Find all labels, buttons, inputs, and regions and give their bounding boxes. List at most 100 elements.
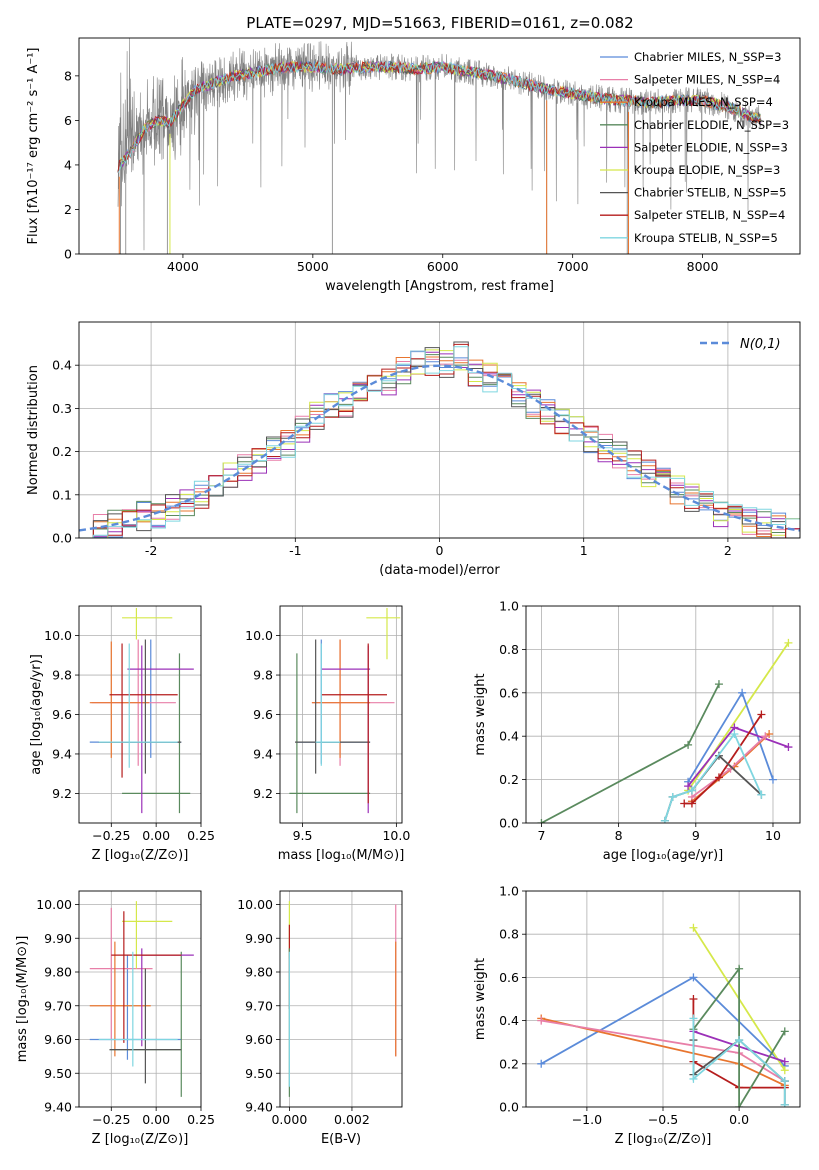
histogram-7 [79, 341, 800, 538]
error-cross [89, 941, 151, 1057]
x-tick-label: 0.000 [271, 1112, 307, 1127]
plot-area [280, 606, 402, 823]
error-cross [98, 643, 178, 768]
y-tick-label: 0.8 [499, 642, 519, 657]
error-cross [89, 641, 149, 758]
weight-marker [684, 740, 693, 749]
x-tick-label: 2 [724, 543, 732, 558]
weight-marker [689, 995, 698, 1003]
y-tick-label: 1.0 [499, 884, 519, 899]
error-cross [141, 948, 194, 1047]
model-spectrum-9 [117, 61, 761, 173]
normal-curve [79, 364, 800, 532]
weight-marker [689, 973, 698, 982]
error-cross [122, 901, 173, 969]
weight-marker [757, 790, 766, 799]
y-tick-label: 0.0 [499, 816, 519, 831]
x-tick-label: 9.5 [293, 828, 313, 843]
x-tick-label: 0.002 [334, 1112, 370, 1127]
x-axis-label: wavelength [Angstrom, rest frame] [325, 279, 554, 294]
chart-weight-vs-z: −1.0 −0.5 0.0 0.0 0.2 0.4 0.6 0.8 1.0 Z [log₁₀(Z/… [473, 884, 801, 1147]
plot-area [79, 322, 800, 538]
weight-marker [735, 964, 744, 973]
y-tick-label: 0.3 [52, 401, 72, 416]
legend-label: Chabrier STELIB, N_SSP=5 [634, 186, 786, 200]
y-tick-label: 10.0 [245, 628, 273, 643]
axes-frame [78, 890, 202, 1108]
legend-label: Chabrier MILES, N_SSP=3 [634, 50, 781, 64]
plot-area [79, 606, 201, 823]
y-tick-label: 0.2 [52, 444, 72, 459]
y-tick-label: 0.6 [499, 685, 519, 700]
weight-marker [537, 819, 546, 823]
axes-frame [525, 890, 801, 1108]
model-spectrum-8 [117, 60, 761, 173]
y-tick-label: 0.4 [52, 358, 72, 373]
y-tick-label: 9.80 [44, 965, 72, 980]
y-tick-label: 2 [64, 202, 72, 217]
weight-marker [537, 1016, 546, 1025]
error-cross [127, 645, 194, 814]
y-tick-label: 8 [64, 68, 72, 83]
y-tick-label: 9.40 [44, 1100, 72, 1115]
weight-marker [784, 638, 793, 647]
weight-line-8 [664, 754, 763, 822]
error-cross [289, 653, 371, 814]
x-tick-label: 0.00 [142, 828, 170, 843]
x-axis-label: (data-model)/error [379, 563, 500, 578]
y-tick-label: 9.50 [44, 1066, 72, 1081]
weight-marker [714, 773, 723, 782]
weight-marker [780, 1057, 789, 1066]
y-tick-label: 9.60 [245, 1032, 273, 1047]
legend: Chabrier MILES, N_SSP=3 Salpeter MILES, N… [600, 50, 789, 245]
plot-area [526, 606, 800, 823]
y-tick-label: 9.40 [245, 1100, 273, 1115]
chart-age-vs-mass: 9.5 10.0 9.2 9.4 9.6 9.8 10.0 mass [log₁₀(M/M⊙)… [245, 605, 410, 863]
y-tick-label: 9.70 [245, 998, 273, 1013]
error-cross [109, 643, 178, 778]
error-cross [111, 911, 182, 1043]
x-axis-label: E(B-V) [321, 1132, 361, 1147]
y-axis-label: mass weight [473, 958, 488, 1040]
x-tick-label: −0.5 [648, 1112, 678, 1127]
x-tick-label: −1.0 [572, 1112, 602, 1127]
legend-label: Chabrier ELODIE, N_SSP=3 [634, 118, 789, 132]
chart-age-vs-z: −0.25 0.00 0.25 9.2 9.4 9.6 9.8 10.0 Z [log₁₀(Z/… [29, 605, 215, 863]
x-tick-label: −0.25 [92, 828, 130, 843]
x-tick-label: 7000 [557, 259, 589, 274]
x-tick-label: 10.0 [382, 828, 410, 843]
x-tick-label: 5000 [297, 259, 329, 274]
y-axis-label: mass weight [473, 673, 488, 755]
y-tick-label: 0.1 [52, 487, 72, 502]
y-tick-label: 6 [64, 113, 72, 128]
plot-area [117, 38, 762, 254]
y-tick-label: 9.8 [253, 668, 273, 683]
x-tick-label: 1 [580, 543, 588, 558]
weight-marker [730, 730, 739, 739]
legend-label: Salpeter MILES, N_SSP=4 [634, 73, 780, 87]
weight-marker [738, 688, 747, 697]
y-tick-label: 9.2 [253, 786, 273, 801]
error-cross [311, 639, 371, 758]
error-cross [321, 645, 371, 814]
chart-mass-vs-z: −0.25 0.00 0.25 9.40 9.50 9.60 9.70 9.80 9.90 10.… [15, 890, 215, 1147]
y-axis-label: mass [log₁₀(M/M⊙)] [15, 936, 30, 1063]
weight-marker [668, 792, 677, 801]
y-axis-label: Flux [fλ10⁻¹⁷ erg cm⁻² s⁻¹ A⁻¹] [26, 48, 41, 245]
weight-marker [735, 1103, 744, 1107]
x-axis-label: Z [log₁₀(Z/Z⊙)] [92, 1132, 189, 1147]
chart-residuals: -2 -1 0 1 2 0.0 0.1 0.2 0.3 0.4 (data-model)/error… [26, 321, 801, 578]
chart-spectrum: 4000 5000 6000 7000 8000 0 2 4 6 8 wavelength [Ang… [26, 14, 801, 294]
x-axis-label: Z [log₁₀(Z/Z⊙)] [615, 1132, 712, 1147]
y-tick-label: 9.70 [44, 998, 72, 1013]
x-tick-label: 7 [537, 828, 545, 843]
y-tick-label: 9.50 [245, 1066, 273, 1081]
weight-marker [537, 1059, 546, 1068]
weight-marker [735, 1036, 744, 1045]
weight-marker [687, 799, 696, 808]
y-tick-label: 9.8 [52, 668, 72, 683]
error-cross [89, 907, 153, 1040]
y-tick-label: 9.90 [44, 931, 72, 946]
error-cross [122, 607, 173, 640]
y-tick-label: 10.00 [237, 897, 273, 912]
